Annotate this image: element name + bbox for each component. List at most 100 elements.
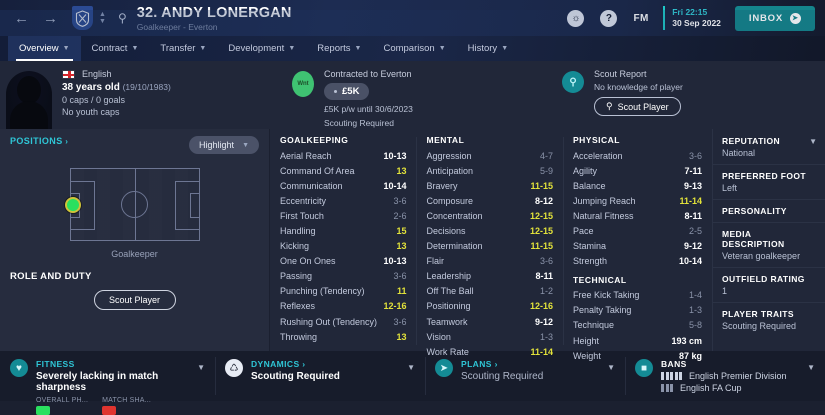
contract-title: Contracted to Everton	[324, 69, 412, 79]
attribute-value: 5-8	[688, 320, 702, 331]
chevron-down-icon[interactable]: ▼	[807, 363, 815, 372]
attribute-value: 10-14	[383, 180, 407, 191]
role-scout-player-button[interactable]: Scout Player	[93, 290, 176, 310]
attribute-value: 10-14	[678, 256, 702, 267]
bans-bar	[679, 372, 682, 380]
attribute-value: 2-5	[688, 226, 702, 237]
highlight-dropdown[interactable]: Highlight ▼	[189, 136, 259, 154]
attribute-name: Positioning	[426, 301, 471, 312]
player-stepper[interactable]: ▲ ▼	[99, 11, 106, 25]
tab-development[interactable]: Development ▼	[217, 36, 306, 61]
chevron-down-icon[interactable]: ▼	[607, 363, 615, 372]
tab-label: Contract	[91, 43, 128, 54]
bio-block: English 38 years old (19/10/1983) 0 caps…	[58, 61, 276, 129]
attribute-name: Technique	[572, 320, 615, 331]
everton-crest-icon[interactable]	[72, 6, 93, 30]
wage-pill-label: £5K	[342, 86, 360, 97]
chevron-down-icon: ▼	[242, 141, 249, 149]
attribute-row: Teamwork 9-12	[426, 314, 552, 329]
tab-comparison[interactable]: Comparison ▼	[372, 36, 456, 61]
bans-bar	[665, 384, 669, 392]
tab-history[interactable]: History ▼	[457, 36, 520, 61]
attribute-value: 11-14	[679, 195, 702, 206]
chevron-down-icon[interactable]: ▼	[197, 363, 205, 372]
attribute-value: 13	[396, 331, 407, 342]
age-label: 38 years old (19/10/1983)	[62, 82, 276, 93]
chevron-down-icon[interactable]: ▼	[407, 363, 415, 372]
globe-icon[interactable]: ☼	[567, 9, 585, 27]
footer-panel-dynamics[interactable]: ♺ DYNAMICS › Scouting Required ▼	[215, 351, 425, 401]
chevron-up-icon[interactable]: ▲	[99, 11, 106, 18]
bans-competition-label: English FA Cup	[680, 383, 742, 393]
attribute-row: Decisions 12-15	[426, 223, 552, 238]
sidebar-block-title: MEDIA DESCRIPTION	[722, 229, 785, 249]
sidebar-block-value: Veteran goalkeeper	[722, 251, 801, 261]
footer-panel-bans[interactable]: ■ BANS English Premier Division English F…	[625, 351, 825, 401]
attribute-column-physical-technical: PHYSICAL Acceleration 3-6 Agility 7-11 Balan…	[562, 135, 712, 361]
attribute-value: 9-13	[683, 180, 702, 191]
position-marker-goalkeeper[interactable]	[64, 196, 81, 213]
plans-title: PLANS ›	[461, 359, 498, 369]
attribute-name: Bravery	[426, 180, 458, 191]
attribute-name: Determination	[426, 241, 483, 252]
attribute-value: 12-15	[529, 210, 553, 221]
youth-caps-label: No youth caps	[62, 107, 120, 117]
attribute-row: Penalty Taking 1-3	[573, 303, 702, 318]
attribute-row: Handling 15	[280, 223, 406, 238]
positions-title[interactable]: POSITIONS ›	[10, 136, 69, 146]
chevron-down-icon[interactable]: ▼	[809, 137, 817, 146]
attribute-value: 1-3	[539, 331, 553, 342]
positions-panel: POSITIONS › Highlight ▼ Goalkeeper ROLE …	[0, 129, 270, 351]
attribute-name: First Touch	[280, 210, 324, 221]
attribute-name: Off The Ball	[426, 286, 474, 297]
attribute-name: Height	[572, 335, 599, 346]
attribute-name: Natural Fitness	[572, 210, 634, 221]
goalkeeping-heading: GOALKEEPING	[280, 135, 349, 145]
attribute-value: 2-6	[393, 210, 407, 221]
bans-bar	[674, 372, 678, 380]
attribute-row: Passing 3-6	[280, 269, 406, 284]
plans-status: Scouting Required	[461, 371, 544, 382]
footer-panel-fitness[interactable]: ♥ FITNESS Severely lacking in match shar…	[0, 351, 215, 415]
wage-pill[interactable]: £5K	[324, 83, 370, 100]
attribute-name: Weight	[572, 350, 601, 361]
chevron-right-icon: ➤	[790, 12, 801, 24]
tab-reports[interactable]: Reports ▼	[306, 36, 372, 61]
tab-label: Reports	[317, 43, 351, 54]
attribute-row: Aerial Reach 10-13	[280, 148, 406, 163]
attribute-value: 12-16	[383, 301, 407, 312]
chevron-down-icon: ▼	[501, 45, 509, 52]
help-icon[interactable]: ?	[600, 9, 618, 27]
attribute-name: Eccentricity	[280, 195, 327, 206]
contract-block: Wnt Contracted to Everton £5K £5K p/w un…	[276, 61, 546, 129]
technical-heading: TECHNICAL	[572, 274, 627, 285]
heart-icon: ♥	[10, 359, 28, 377]
attribute-name: Jumping Reach	[572, 195, 636, 206]
tab-transfer[interactable]: Transfer ▼	[149, 36, 217, 61]
attribute-row: Stamina 9-12	[573, 239, 702, 254]
attribute-name: Communication	[280, 180, 343, 191]
arrow-left-icon[interactable]: ←	[14, 9, 29, 27]
attribute-name: Throwing	[280, 331, 318, 342]
attribute-value: 9-12	[534, 316, 553, 327]
attribute-row: Communication 10-14	[280, 178, 406, 193]
fitness-stat-bar	[36, 406, 50, 415]
player-header: 32. ANDY LONERGAN Goalkeeper - Everton	[137, 5, 292, 32]
search-icon[interactable]: ⚲	[117, 11, 127, 25]
player-subtitle: Goalkeeper - Everton	[136, 21, 218, 32]
inbox-button[interactable]: INBOX ➤	[734, 5, 815, 31]
tab-contract[interactable]: Contract ▼	[81, 36, 150, 61]
attribute-value: 11-15	[530, 180, 553, 191]
attribute-row: Height 193 cm	[573, 333, 702, 348]
tab-label: History	[467, 43, 498, 54]
bans-row: English FA Cup	[661, 383, 815, 393]
chevron-down-icon[interactable]: ▼	[99, 18, 106, 25]
arrow-right-icon[interactable]: →	[43, 9, 58, 27]
scout-player-button[interactable]: ⚲ Scout Player	[594, 97, 681, 116]
attribute-value: 11-14	[530, 346, 553, 357]
sidebar-block-value: 1	[722, 286, 728, 296]
tab-overview[interactable]: Overview ▼	[8, 36, 81, 61]
footer-panel-plans[interactable]: ➤ PLANS › Scouting Required ▼	[425, 351, 625, 401]
attribute-row: Jumping Reach 11-14	[573, 193, 702, 208]
attribute-value: 3-6	[393, 195, 407, 206]
